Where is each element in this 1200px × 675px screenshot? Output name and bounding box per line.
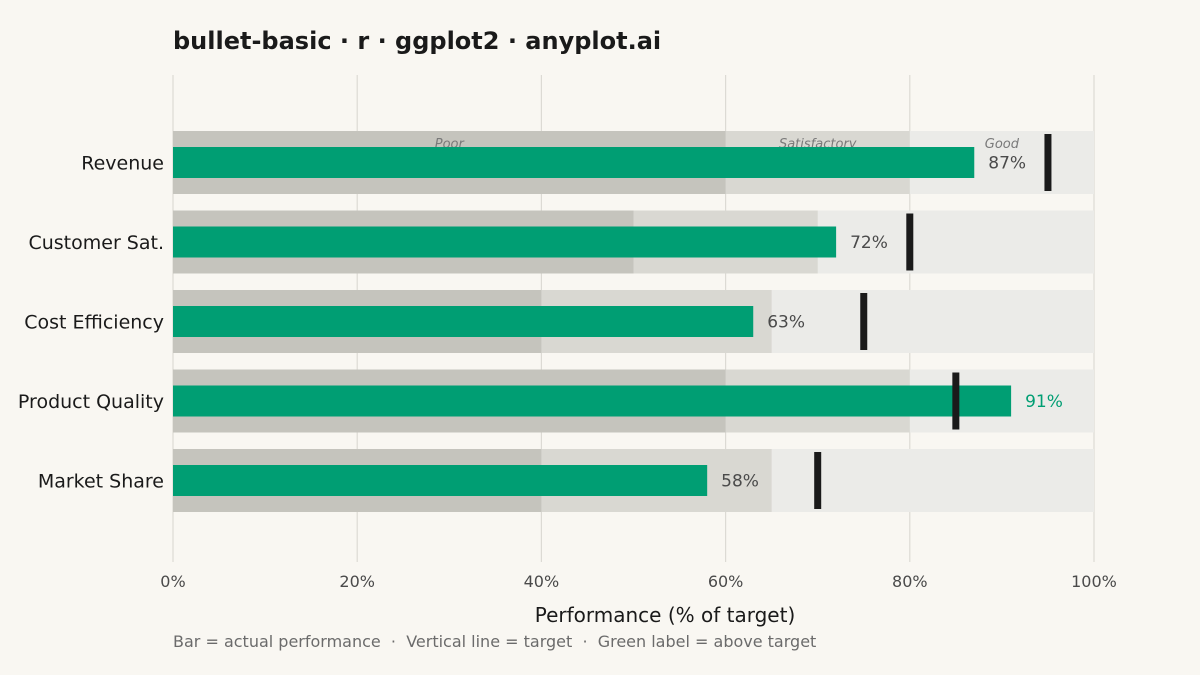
x-axis-ticks: 0% 20% 40% 60% 80% 100% [160,572,1117,591]
category-label: Customer Sat. [28,232,164,254]
chart-title: bullet-basic · r · ggplot2 · anyplot.ai [173,27,661,55]
value-label: 72% [850,233,888,253]
x-axis-label: Performance (% of target) [535,603,796,627]
category-label: Market Share [38,471,164,493]
category-label: Cost Efficiency [24,312,164,334]
x-tick-label: 20% [339,572,375,591]
target-marker [860,293,868,350]
target-marker [814,452,822,509]
actual-bar [173,226,837,258]
x-tick-label: 100% [1071,572,1117,591]
target-marker [1044,134,1052,191]
value-labels: 87% 72% 63% 91% 58% [721,154,1063,492]
actual-bar [173,465,708,496]
targets [814,134,1052,509]
actual-bar [173,385,1012,417]
actual-bar [173,306,754,337]
category-label: Product Quality [18,391,164,413]
category-labels: Revenue Customer Sat. Cost Efficiency Produ… [18,153,164,493]
value-label: 63% [767,313,805,333]
x-tick-label: 40% [524,572,560,591]
target-marker [952,372,960,430]
x-tick-label: 0% [160,572,185,591]
bars [173,147,1012,496]
x-tick-label: 80% [892,572,928,591]
value-label: 87% [988,154,1026,174]
x-tick-label: 60% [708,572,744,591]
actual-bar [173,147,975,178]
value-label: 58% [721,472,759,492]
value-label: 91% [1025,392,1063,412]
target-marker [906,213,914,271]
category-label: Revenue [81,153,164,175]
band-label: Good [985,137,1020,152]
chart-caption: Bar = actual performance · Vertical line… [173,632,816,651]
